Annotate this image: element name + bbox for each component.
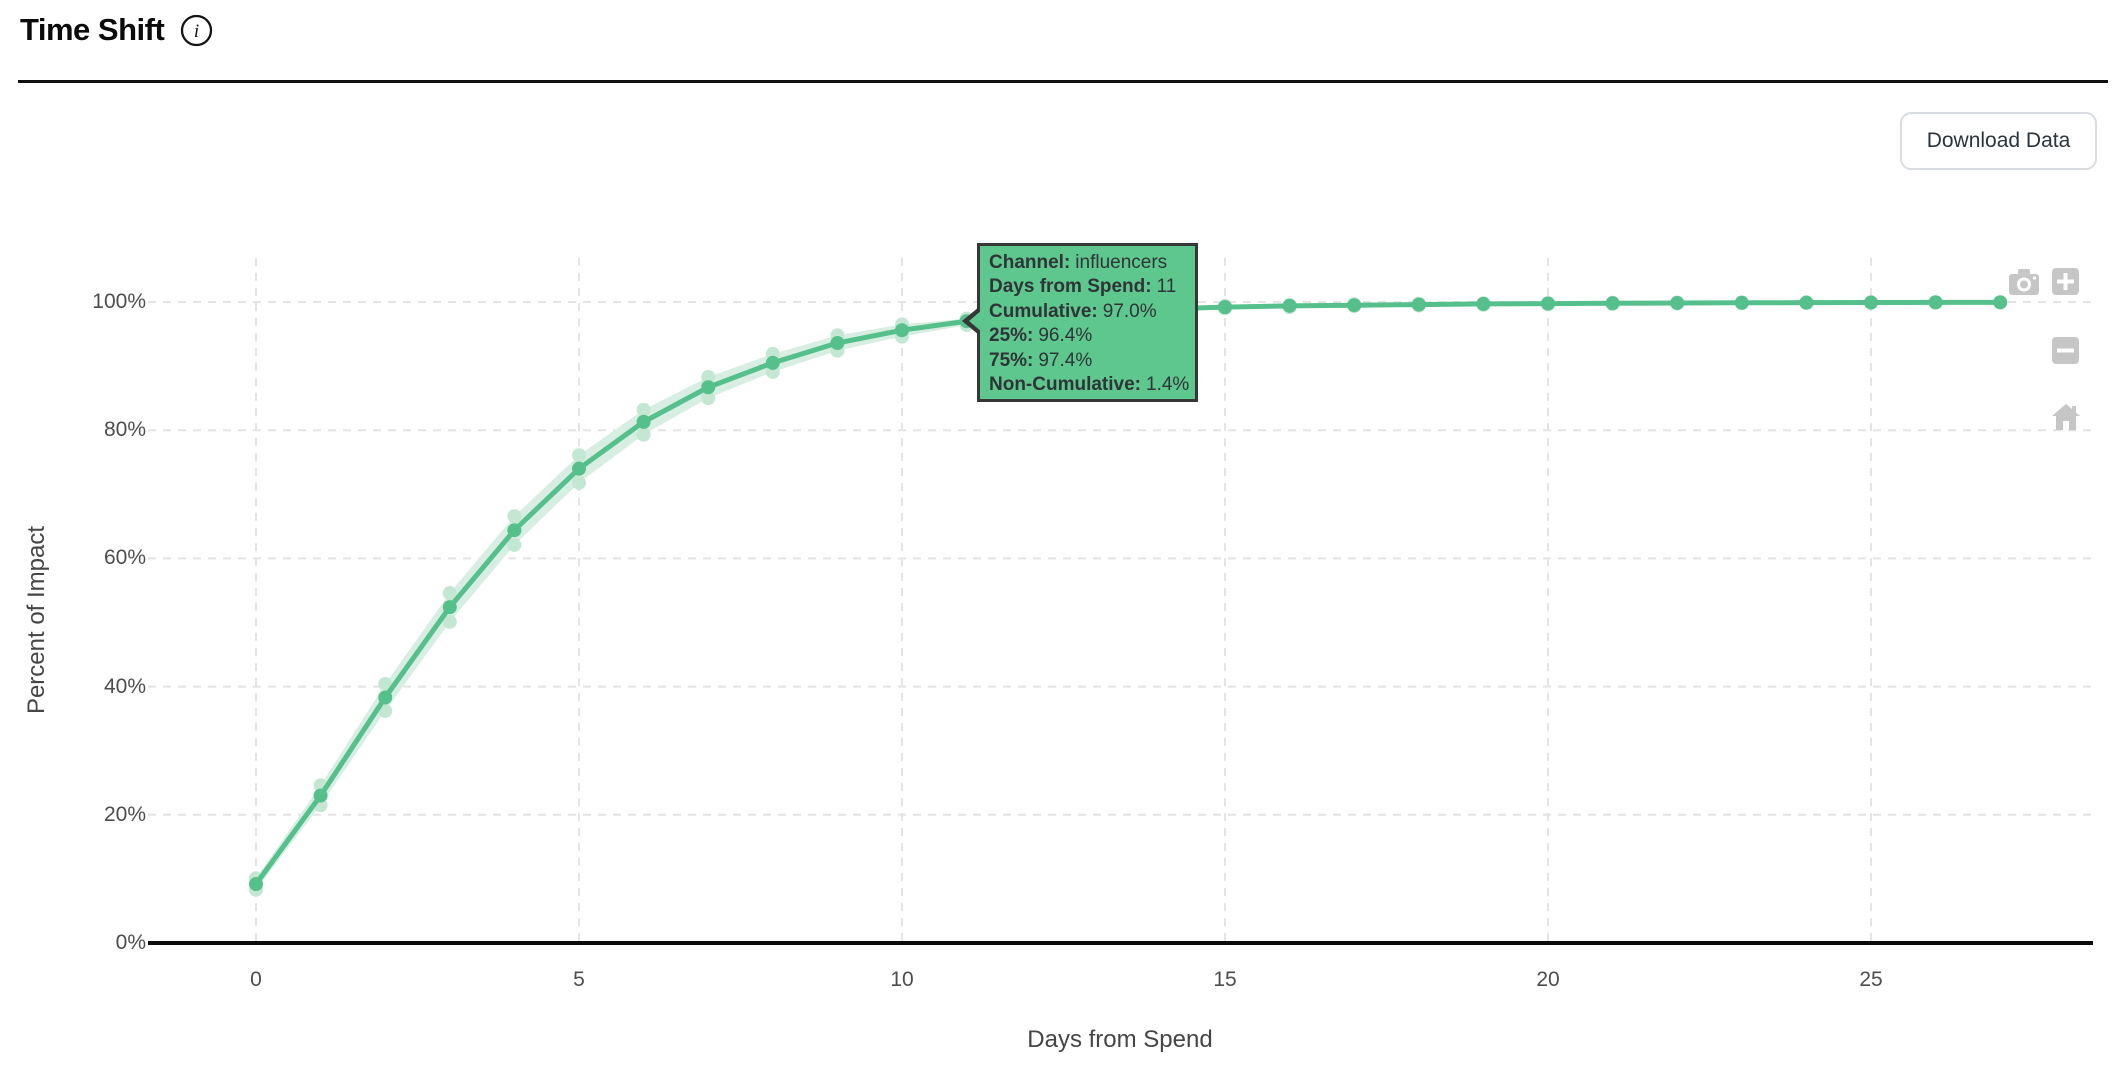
data-point-marker[interactable] bbox=[1799, 295, 1814, 310]
data-point-marker[interactable] bbox=[1864, 295, 1878, 310]
tooltip-row: Channel: influencers bbox=[989, 252, 1168, 273]
data-point-marker[interactable] bbox=[442, 600, 457, 615]
band-upper-marker bbox=[701, 369, 716, 384]
download-data-button[interactable]: Download Data bbox=[1900, 112, 2097, 170]
info-icon[interactable]: i bbox=[180, 14, 213, 47]
card-header: Time Shift i bbox=[20, 12, 213, 48]
tooltip-arrow-fill bbox=[969, 310, 982, 332]
band-lower-marker bbox=[507, 537, 522, 552]
data-point-marker[interactable] bbox=[572, 461, 586, 476]
band-lower-marker bbox=[701, 391, 716, 406]
data-point-marker[interactable] bbox=[1541, 296, 1555, 311]
svg-text:i: i bbox=[194, 21, 199, 42]
y-tick-label: 20% bbox=[103, 802, 146, 826]
data-point-marker[interactable] bbox=[1218, 300, 1232, 315]
data-point-marker[interactable] bbox=[1670, 295, 1685, 310]
data-point-marker[interactable] bbox=[313, 788, 328, 803]
chart-tooltip: Channel: influencers Days from Spend: 11 C… bbox=[977, 243, 1198, 402]
x-tick-label: 10 bbox=[890, 968, 914, 991]
y-tick-label: 80% bbox=[103, 418, 146, 442]
data-point-marker[interactable] bbox=[1928, 295, 1943, 310]
tooltip-row: 25%: 96.4% bbox=[989, 325, 1093, 347]
data-point-marker[interactable] bbox=[636, 414, 651, 429]
x-tick-label: 20 bbox=[1536, 968, 1560, 991]
tooltip-row: 75%: 97.4% bbox=[989, 349, 1093, 371]
y-tick-label: 100% bbox=[92, 290, 146, 313]
x-axis-title: Days from Spend bbox=[1027, 1026, 1213, 1053]
data-point-marker[interactable] bbox=[1476, 296, 1491, 311]
band-lower-marker bbox=[572, 475, 586, 490]
band-lower-marker bbox=[636, 427, 651, 442]
data-point-marker[interactable] bbox=[895, 323, 909, 338]
tooltip-row: Non-Cumulative: 1.4% bbox=[989, 374, 1190, 396]
camera-icon[interactable] bbox=[2009, 268, 2039, 295]
band-upper-marker bbox=[636, 402, 651, 417]
y-tick-label: 40% bbox=[103, 674, 146, 698]
data-point-marker[interactable] bbox=[830, 336, 845, 351]
data-point-marker[interactable] bbox=[1347, 298, 1362, 313]
x-tick-label: 15 bbox=[1213, 968, 1237, 991]
data-point-marker[interactable] bbox=[1282, 298, 1297, 313]
data-point-marker[interactable] bbox=[701, 380, 716, 395]
x-tick-label: 25 bbox=[1859, 968, 1883, 991]
zoom-out-icon[interactable] bbox=[2052, 337, 2079, 364]
header-divider bbox=[18, 80, 2108, 83]
x-tick-label: 5 bbox=[573, 968, 585, 991]
band-lower-marker bbox=[378, 703, 393, 718]
band-upper-marker bbox=[378, 677, 393, 692]
y-tick-label: 60% bbox=[103, 546, 146, 570]
data-point-marker[interactable] bbox=[378, 690, 393, 705]
tooltip-row: Cumulative: 97.0% bbox=[989, 300, 1157, 322]
band-upper-marker bbox=[442, 586, 457, 601]
data-point-marker[interactable] bbox=[507, 523, 522, 538]
y-tick-label: 0% bbox=[115, 931, 146, 954]
band-lower-marker bbox=[442, 614, 457, 629]
data-point-marker[interactable] bbox=[1411, 297, 1426, 312]
data-point-marker[interactable] bbox=[1734, 295, 1749, 310]
zoom-in-icon[interactable] bbox=[2052, 268, 2079, 295]
x-tick-label: 0 bbox=[250, 968, 262, 991]
data-point-marker[interactable] bbox=[765, 355, 780, 370]
y-axis-title: Percent of Impact bbox=[23, 525, 50, 715]
home-icon[interactable] bbox=[2052, 404, 2080, 430]
page-title: Time Shift bbox=[20, 12, 165, 47]
tooltip-row: Days from Spend: 11 bbox=[989, 276, 1177, 298]
band-upper-marker bbox=[572, 448, 586, 463]
data-point-marker[interactable] bbox=[249, 877, 263, 892]
band-upper-marker bbox=[507, 509, 522, 524]
data-point-marker[interactable] bbox=[1605, 296, 1620, 311]
data-point-marker[interactable] bbox=[1993, 295, 2008, 310]
